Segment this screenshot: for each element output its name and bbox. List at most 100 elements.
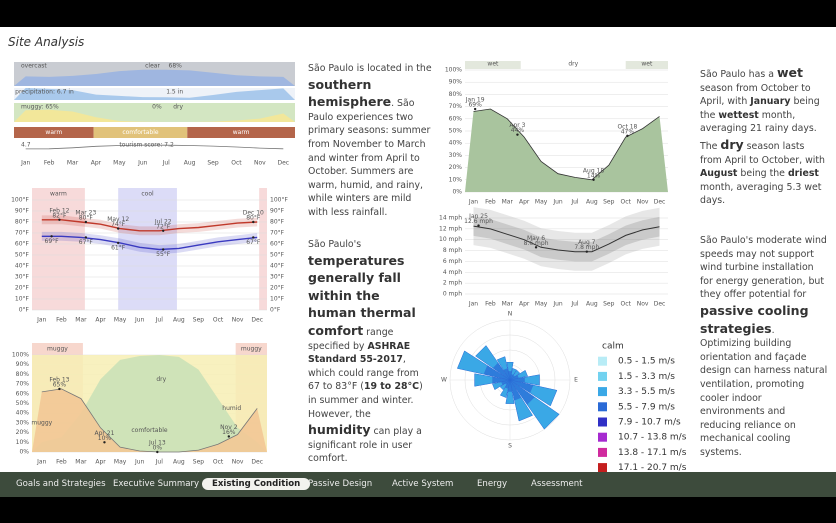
series-band: [41, 231, 258, 254]
annotation-date: Aug 7: [578, 239, 596, 246]
wind-band: [473, 207, 660, 271]
rose-petal-inner: [492, 362, 510, 380]
text-run: , which could range from 67 to 83°F (: [308, 354, 419, 393]
annotation-dot: [252, 236, 255, 239]
y-tick-label: 0%: [452, 189, 462, 196]
month-label: Sep: [603, 199, 615, 206]
month-label: Aug: [586, 301, 598, 308]
strip-label: 1.5 in: [166, 89, 183, 96]
legend-swatch: [598, 463, 607, 473]
strip-label: clear: [145, 63, 160, 70]
series-line: [41, 219, 258, 232]
legend-label: 3.3 - 5.5 m/s: [618, 387, 675, 397]
y-tick-label-right: 0°F: [270, 307, 281, 314]
nav-tab[interactable]: Goals and Strategies: [16, 479, 106, 489]
month-label: Oct: [231, 160, 242, 167]
month-label: Apr: [519, 301, 530, 308]
rose-petal-inner: [505, 380, 510, 385]
wind-band: [473, 216, 660, 262]
rose-petal-inner: [510, 375, 519, 380]
annotation-value: 80°F: [246, 215, 261, 222]
annotation-dot: [626, 134, 629, 138]
annotation-value: 0%: [153, 445, 163, 452]
month-label: May: [114, 317, 127, 324]
y-tick-label-right: 20°F: [270, 285, 285, 292]
month-label: May: [113, 160, 126, 167]
annotation-date: May 6: [527, 235, 545, 242]
text-run: ASHRAE Standard 55-2017: [308, 340, 411, 366]
month-label: Feb: [44, 160, 55, 167]
month-label: Jun: [134, 317, 145, 324]
y-tick-label: 40°F: [15, 263, 30, 270]
text-run: humidity: [308, 422, 371, 438]
y-tick-label: 50%: [449, 128, 463, 135]
nav-tab[interactable]: Assessment: [531, 479, 583, 489]
month-label: Jan: [36, 459, 46, 466]
y-tick-label: 80%: [449, 91, 463, 98]
annotation-value: 67°F: [246, 239, 261, 246]
nav-tab[interactable]: Passive Design: [308, 479, 373, 489]
y-tick-label: 70°F: [15, 230, 30, 237]
y-tick-label: 40%: [16, 410, 30, 417]
annotation-dot: [84, 220, 88, 224]
y-tick-label: 10°F: [15, 296, 30, 303]
annotation-date: Nov 2: [220, 424, 238, 431]
legend-label: 17.1 - 20.7 m/s: [618, 463, 687, 473]
y-tick-label: 90°F: [15, 208, 30, 215]
rose-direction: W: [441, 377, 447, 384]
annotation-value: 14%: [587, 172, 601, 179]
y-tick-label: 8 mph: [443, 247, 462, 254]
y-tick-label: 20%: [449, 164, 463, 171]
month-label: Mar: [67, 160, 79, 167]
annotation-dot: [227, 435, 231, 438]
annotation-date: Oct 18: [617, 123, 637, 130]
strip-label: overcast: [21, 63, 47, 70]
y-tick-label-right: 70°F: [270, 230, 285, 237]
text-run: wet: [776, 65, 803, 80]
annotation-value: 8.6 mph: [524, 240, 549, 247]
nav-tab[interactable]: Existing Condition: [202, 478, 311, 490]
annotation-dot: [103, 441, 106, 444]
y-tick-label: 0 mph: [443, 291, 462, 298]
legend-swatch: [598, 371, 607, 381]
y-tick-label: 60%: [449, 115, 463, 122]
y-tick-label: 70%: [16, 381, 30, 388]
rose-petal-inner: [510, 377, 525, 383]
nav-tab[interactable]: Active System: [392, 479, 454, 489]
text-run: passive cooling strategies: [700, 302, 809, 336]
month-label: Dec: [251, 317, 263, 324]
month-label: Aug: [173, 459, 185, 466]
y-tick-label: 14 mph: [439, 215, 462, 222]
y-tick-label: 0%: [19, 449, 29, 456]
nav-tab[interactable]: Energy: [477, 479, 508, 489]
month-label: May: [535, 301, 548, 308]
strip-label: muggy: 65%: [21, 104, 59, 111]
y-tick-label: 10 mph: [439, 236, 462, 243]
month-label: Jun: [134, 459, 145, 466]
y-tick-label: 2 mph: [443, 280, 462, 287]
y-tick-label: 12 mph: [439, 225, 462, 232]
month-label: Feb: [485, 301, 496, 308]
nav-tab[interactable]: Executive Summary: [113, 479, 200, 489]
legend-swatch: [598, 417, 607, 427]
annotation-date: Dec 10: [243, 210, 264, 217]
text-run: wettest: [718, 109, 759, 121]
tourism-line: [25, 144, 284, 150]
band-label: muggy: [241, 346, 262, 353]
strip-label: precipitation: 6.7 in: [15, 89, 74, 96]
month-label: Aug: [184, 160, 196, 167]
month-label: Dec: [654, 301, 666, 308]
annotation-value: 80°F: [79, 215, 94, 222]
nav-bar: Goals and Strategies Executive Summary Exi…: [0, 472, 836, 497]
paragraph: São Paulo is located in the southern hem…: [308, 62, 432, 220]
text-run: São Paulo's moderate wind speeds may not…: [700, 235, 827, 301]
text-run: 19 to 28°C: [363, 381, 420, 393]
y-tick-label-right: 100°F: [270, 197, 288, 204]
paragraph: São Paulo has a wet season from October …: [700, 64, 828, 208]
text-run: season from October to April, with: [700, 82, 811, 108]
month-label: Sep: [193, 459, 205, 466]
rose-petal-inner: [510, 375, 515, 380]
y-tick-label: 80°F: [15, 219, 30, 226]
annotation-value: 69°F: [45, 238, 60, 245]
